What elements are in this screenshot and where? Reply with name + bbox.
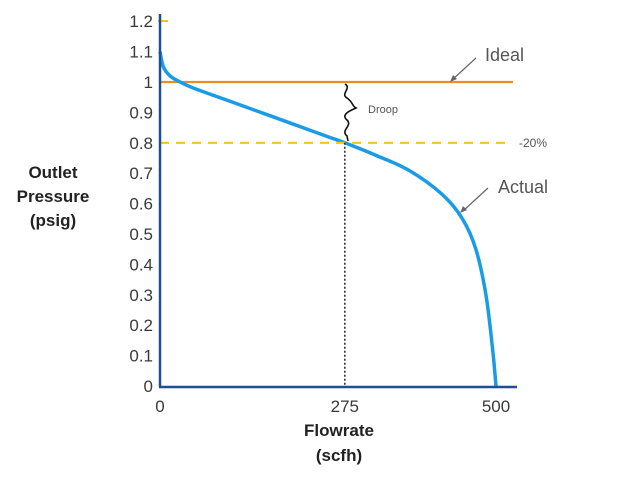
svg-text:Flowrate: Flowrate: [304, 421, 374, 440]
ideal-label: Ideal: [485, 45, 524, 65]
y-tick-label: 1.2: [129, 12, 153, 31]
svg-text:(scfh): (scfh): [316, 446, 362, 465]
y-tick-label: 0.9: [129, 103, 153, 122]
droop-label: Droop: [368, 104, 398, 116]
x-tick-label: 275: [331, 397, 359, 416]
actual-arrowhead-icon: [460, 206, 467, 213]
threshold-label: -20%: [519, 136, 547, 150]
y-tick-label: 0.3: [129, 286, 153, 305]
ideal-arrowhead-icon: [450, 75, 457, 82]
y-tick-label: 0.4: [129, 255, 153, 274]
x-tick-label: 0: [155, 397, 164, 416]
y-axis-title: Outlet Pressure (psig): [17, 163, 90, 230]
y-tick-label: 0.2: [129, 316, 153, 335]
y-tick-label: 0.1: [129, 347, 153, 366]
y-tick-label: 0.5: [129, 225, 153, 244]
x-axis-title: Flowrate (scfh): [304, 421, 374, 465]
y-tick-label: 0: [144, 377, 153, 396]
y-tick-label: 0.8: [129, 134, 153, 153]
series-group: [158, 51, 513, 387]
series-actual: [158, 51, 498, 387]
svg-text:Outlet: Outlet: [28, 163, 77, 182]
y-tick-label: 0.6: [129, 195, 153, 214]
droop-brace: [343, 83, 358, 142]
actual-label: Actual: [498, 177, 548, 197]
y-tick-label: 1: [144, 73, 153, 92]
svg-text:Pressure: Pressure: [17, 187, 90, 206]
actual-arrow: [462, 187, 489, 212]
y-tick-label: 0.7: [129, 164, 153, 183]
x-tick-label: 500: [482, 397, 510, 416]
svg-text:(psig): (psig): [30, 211, 76, 230]
y-tick-label: 1.1: [129, 43, 153, 62]
x-axis-ticks: 0 275 500: [155, 397, 510, 416]
y-axis-ticks: 0 0.1 0.2 0.3 0.4 0.5 0.6 0.7 0.8 0.9 1 1.1 1.2: [129, 12, 153, 396]
ideal-arrow: [451, 57, 477, 81]
